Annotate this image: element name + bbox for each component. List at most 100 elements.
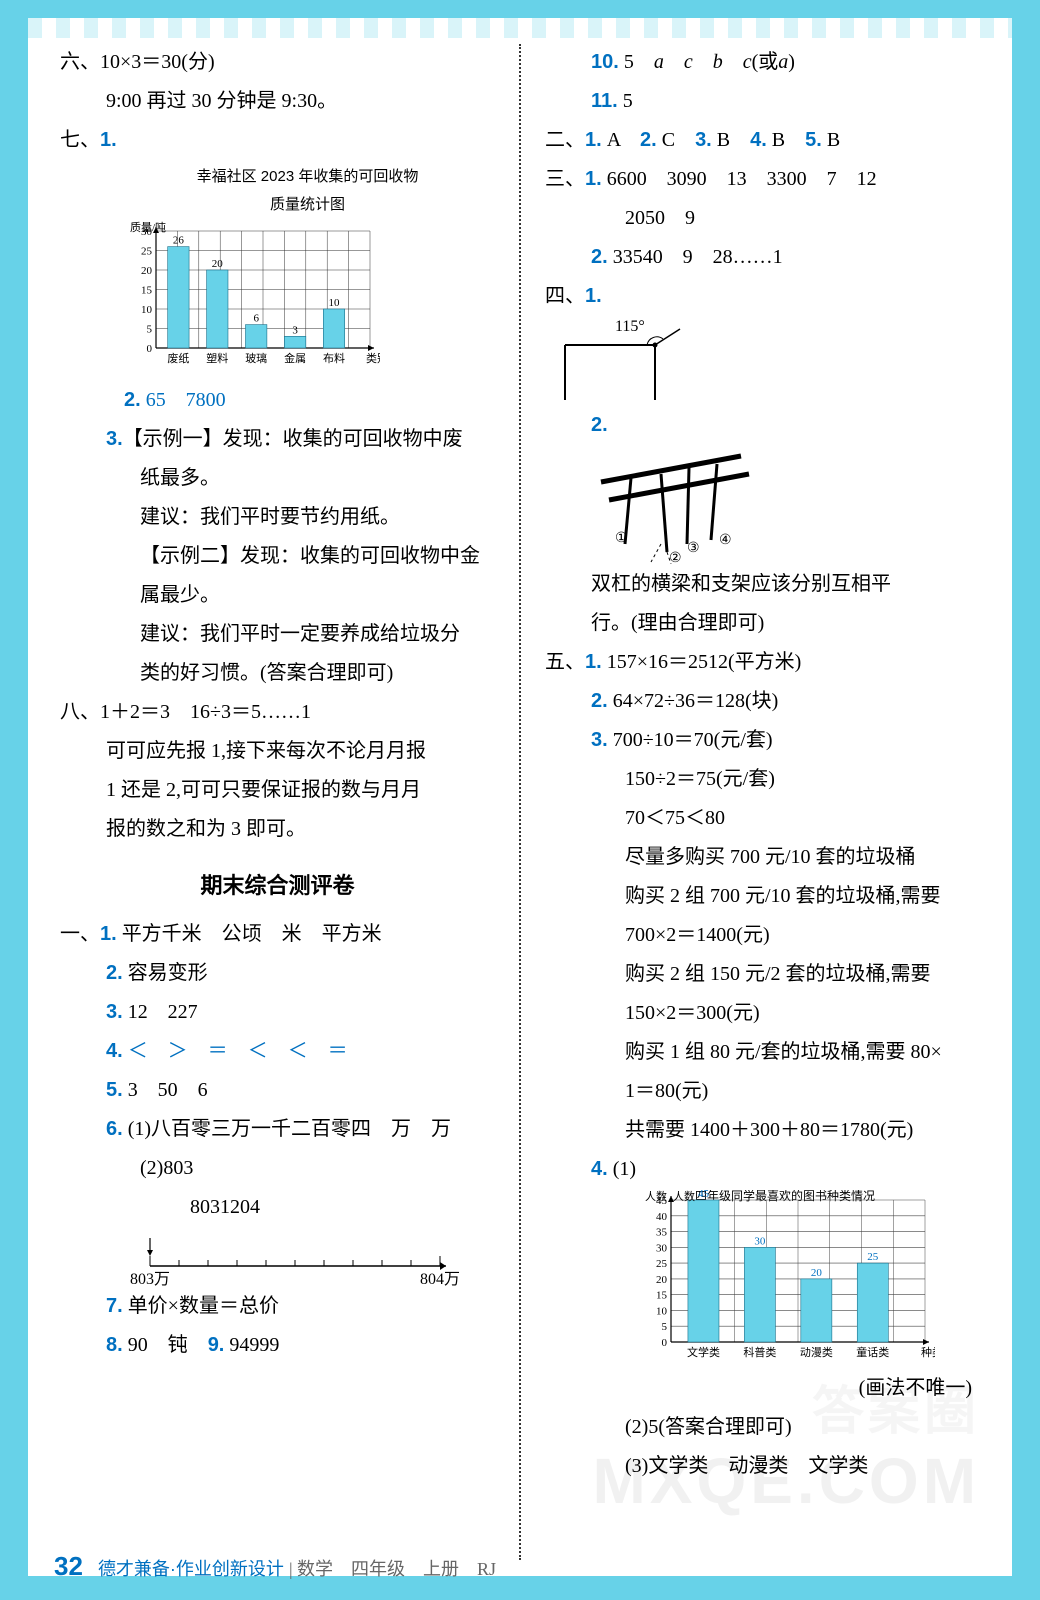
svg-text:10: 10 (656, 1305, 668, 1317)
svg-text:布料: 布料 (323, 351, 345, 365)
final-exam-title: 期末综合测评卷 (60, 866, 495, 907)
svg-text:25: 25 (867, 1251, 879, 1263)
sec4-1: 四、1. 115° (545, 278, 980, 405)
r10: 10. 5 a c b c(或a) (545, 44, 980, 81)
f1-8-9: 8. 90 钝 9. 94999 (60, 1327, 495, 1364)
svg-text:15: 15 (656, 1290, 668, 1302)
f1-6b: (2)803 (60, 1150, 495, 1187)
f1-1: 一、1. 平方千米 公顷 米 平方米 (60, 916, 495, 953)
sec4-2b: 行。(理由合理即可) (545, 605, 980, 642)
svg-text:人数: 人数 (673, 1190, 695, 1203)
page-content: 六、10×3＝30(分) 9:00 再过 30 分钟是 9:30。 七、1. 幸… (54, 44, 986, 1560)
sec7-header: 七、1. (60, 122, 495, 159)
svg-text:115°: 115° (615, 318, 645, 335)
sec7-q3b: 纸最多。 (60, 460, 495, 497)
svg-text:四年级同学最喜欢的图书种类情况: 四年级同学最喜欢的图书种类情况 (695, 1190, 875, 1203)
sec8-line3: 1 还是 2,可可只要保证报的数与月月 (60, 772, 495, 809)
sec5-3i: 购买 1 组 80 元/套的垃圾桶,需要 80× (545, 1034, 980, 1071)
sec8-line2: 可可应先报 1,接下来每次不论月月报 (60, 733, 495, 770)
svg-text:塑料: 塑料 (206, 351, 228, 365)
svg-text:质量/吨: 质量/吨 (130, 221, 166, 234)
svg-text:③: ③ (687, 541, 700, 556)
number-line: 803万804万 (130, 1232, 495, 1288)
svg-text:20: 20 (656, 1274, 668, 1286)
sec7-q3a: 3.【示例一】发现：收集的可回收物中废 (60, 421, 495, 458)
svg-text:25: 25 (656, 1258, 668, 1270)
chart1-svg: 05101520253026废纸20塑料6玻璃3金属10布料质量/吨类别 (120, 221, 380, 376)
sec5-1: 五、1. 157×16＝2512(平方米) (545, 644, 980, 681)
sec7-q3f: 建议：我们平时一定要养成给垃圾分 (60, 616, 495, 653)
sec7-q3e: 属最少。 (60, 577, 495, 614)
sec3-1b: 2050 9 (545, 200, 980, 237)
svg-text:20: 20 (212, 258, 224, 270)
sec5-3a: 3. 700÷10＝70(元/套) (545, 722, 980, 759)
page-footer: 32 德才兼备·作业创新设计 | 数学 四年级 上册 RJ (54, 1542, 496, 1590)
sec5-2: 2. 64×72÷36＝128(块) (545, 683, 980, 720)
sec5-3g: 购买 2 组 150 元/2 套的垃圾桶,需要 (545, 956, 980, 993)
sec7-label: 七、 (60, 129, 100, 151)
f1-5: 5. 3 50 6 (60, 1072, 495, 1109)
svg-text:种类: 种类 (921, 1345, 935, 1359)
angle-diagram: 115° (545, 315, 695, 405)
svg-text:25: 25 (141, 245, 153, 257)
sec5-3e: 购买 2 组 700 元/10 套的垃圾桶,需要 (545, 878, 980, 915)
f1-4: 4. ＜ ＞ ＝ ＜ ＜ ＝ (60, 1033, 495, 1070)
sec5-3k: 共需要 1400＋300＋80＝1780(元) (545, 1112, 980, 1149)
f1-6c: 8031204 (60, 1189, 495, 1226)
chart2-wrap: 四年级同学最喜欢的图书种类情况05101520253035404545文学类30… (635, 1190, 980, 1370)
svg-text:动漫类: 动漫类 (800, 1345, 833, 1359)
footer-title-a: 德才兼备·作业创新设计 (98, 1559, 284, 1579)
parallel-bars-diagram: ①②③④ (591, 444, 761, 564)
svg-text:文学类: 文学类 (687, 1345, 720, 1359)
footer-title-b: | 数学 四年级 上册 RJ (289, 1559, 496, 1579)
sec4-2a: 双杠的横梁和支架应该分别互相平 (545, 566, 980, 603)
r11: 11. 5 (545, 83, 980, 120)
f1-2: 2. 容易变形 (60, 955, 495, 992)
right-column: 10. 5 a c b c(或a) 11. 5 二、1. A 2. C 3. B… (539, 44, 986, 1560)
sec5-4-2: (2)5(答案合理即可) (545, 1409, 980, 1446)
f1-6a: 6. (1)八百零三万一千二百零四 万 万 (60, 1111, 495, 1148)
sec8-line4: 报的数之和为 3 即可。 (60, 811, 495, 848)
sec7-q2: 2. 65 7800 (60, 382, 495, 419)
sec3-1a: 三、1. 6600 3090 13 3300 7 12 (545, 161, 980, 198)
numline-svg: 803万804万 (130, 1232, 460, 1288)
sec5-3j: 1＝80(元) (545, 1073, 980, 1110)
svg-text:人数: 人数 (645, 1190, 667, 1203)
sec6-line2: 9:00 再过 30 分钟是 9:30。 (60, 83, 495, 120)
svg-text:3: 3 (292, 324, 298, 336)
sec7-q3g: 类的好习惯。(答案合理即可) (60, 655, 495, 692)
svg-text:20: 20 (811, 1267, 823, 1279)
svg-text:804万: 804万 (420, 1271, 460, 1288)
sec5-3d: 尽量多购买 700 元/10 套的垃圾桶 (545, 839, 980, 876)
left-column: 六、10×3＝30(分) 9:00 再过 30 分钟是 9:30。 七、1. 幸… (54, 44, 501, 1560)
chart1-subtitle: 质量统计图 (120, 191, 495, 219)
sec5-4-note: (画法不唯一) (545, 1370, 980, 1407)
sec5-3f: 700×2＝1400(元) (545, 917, 980, 954)
chart1-title: 幸福社区 2023 年收集的可回收物 (120, 163, 495, 191)
svg-text:45: 45 (698, 1190, 710, 1200)
svg-text:类别: 类别 (366, 351, 380, 365)
svg-text:40: 40 (656, 1211, 668, 1223)
svg-text:金属: 金属 (284, 351, 306, 365)
sec5-3h: 150×2＝300(元) (545, 995, 980, 1032)
svg-text:6: 6 (253, 312, 259, 324)
svg-text:10: 10 (329, 297, 341, 309)
chart1-wrap: 幸福社区 2023 年收集的可回收物 质量统计图 05101520253026废… (120, 163, 495, 376)
svg-text:④: ④ (719, 533, 732, 548)
svg-text:玻璃: 玻璃 (245, 351, 267, 365)
sec6-line1: 六、10×3＝30(分) (60, 44, 495, 81)
svg-text:15: 15 (141, 284, 153, 296)
sec7-q3d: 【示例二】发现：收集的可回收物中金 (60, 538, 495, 575)
sec5-4-header: 4. (1) (545, 1151, 980, 1188)
sec5-3b: 150÷2＝75(元/套) (545, 761, 980, 798)
svg-text:35: 35 (656, 1227, 668, 1239)
page-number: 32 (54, 1551, 83, 1581)
sec8-line1: 八、1＋2＝3 16÷3＝5……1 (60, 694, 495, 731)
svg-text:①: ① (615, 531, 628, 546)
sec5-4-3: (3)文学类 动漫类 文学类 (545, 1448, 980, 1485)
svg-text:10: 10 (141, 304, 153, 316)
svg-text:20: 20 (141, 265, 153, 277)
svg-text:5: 5 (147, 323, 153, 335)
top-wave (0, 16, 1040, 38)
svg-text:0: 0 (662, 1337, 668, 1349)
